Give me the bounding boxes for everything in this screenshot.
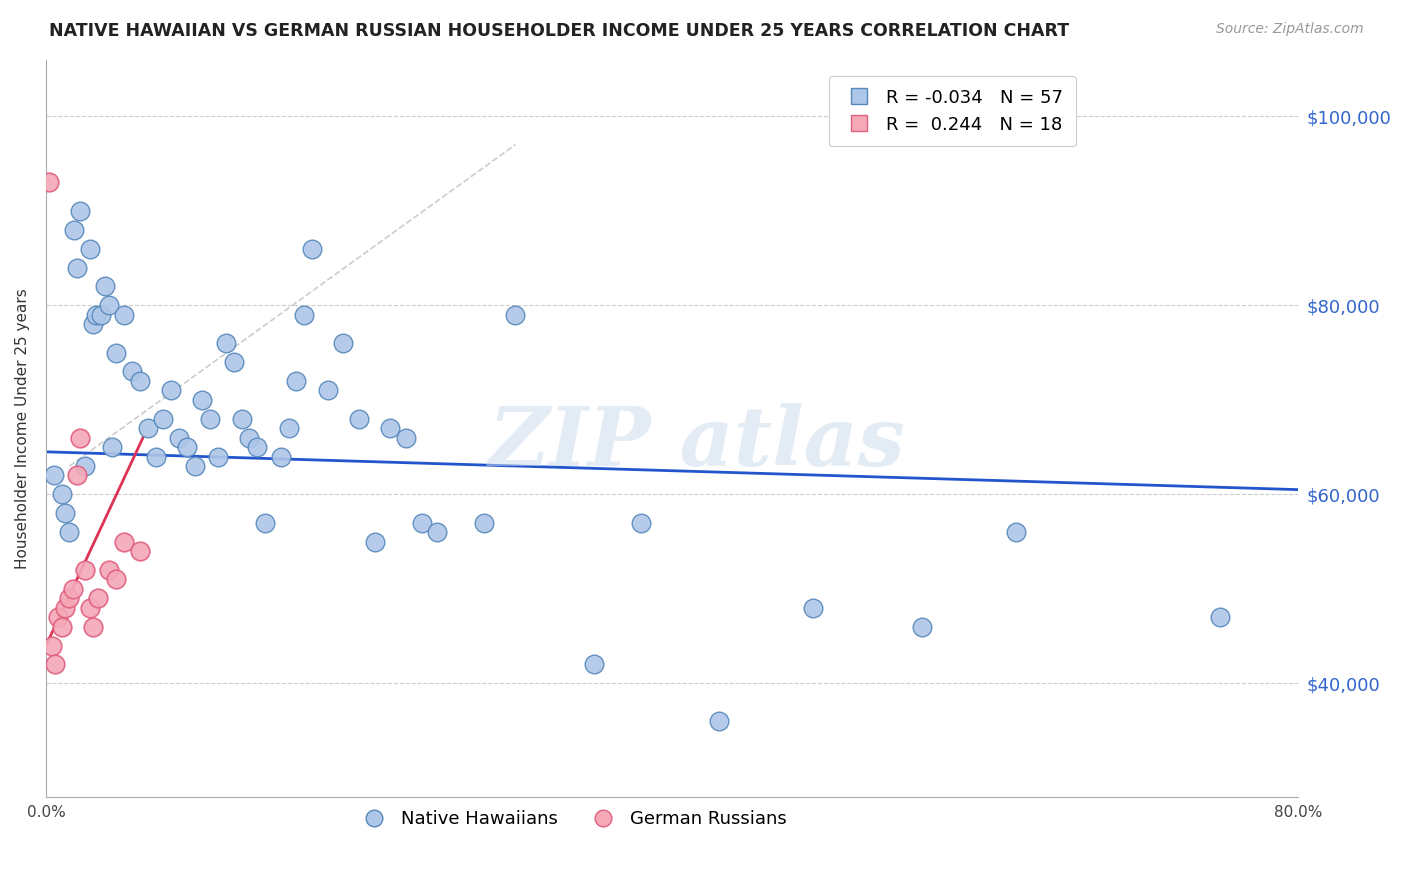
Point bbox=[38, 176, 60, 190]
Point bbox=[505, 308, 527, 322]
Point bbox=[152, 411, 174, 425]
Point bbox=[215, 336, 238, 351]
Point bbox=[254, 516, 277, 530]
Legend: Native Hawaiians, German Russians: Native Hawaiians, German Russians bbox=[349, 803, 794, 836]
Point bbox=[66, 260, 89, 275]
Point bbox=[86, 591, 108, 606]
Point bbox=[1208, 610, 1230, 624]
Point bbox=[380, 421, 402, 435]
Point bbox=[1005, 525, 1028, 540]
Point bbox=[411, 516, 433, 530]
Point bbox=[136, 421, 159, 435]
Point bbox=[332, 336, 354, 351]
Point bbox=[66, 468, 89, 483]
Text: NATIVE HAWAIIAN VS GERMAN RUSSIAN HOUSEHOLDER INCOME UNDER 25 YEARS CORRELATION : NATIVE HAWAIIAN VS GERMAN RUSSIAN HOUSEH… bbox=[49, 22, 1070, 40]
Text: Source: ZipAtlas.com: Source: ZipAtlas.com bbox=[1216, 22, 1364, 37]
Point bbox=[69, 431, 91, 445]
Point bbox=[191, 392, 214, 407]
Point bbox=[145, 450, 167, 464]
Point bbox=[316, 384, 339, 398]
Point bbox=[53, 506, 76, 520]
Point bbox=[292, 308, 315, 322]
Point bbox=[246, 440, 269, 454]
Point bbox=[128, 374, 150, 388]
Point bbox=[105, 345, 128, 359]
Point bbox=[75, 563, 97, 577]
Point bbox=[112, 308, 135, 322]
Point bbox=[75, 458, 97, 473]
Point bbox=[82, 620, 104, 634]
Point bbox=[167, 431, 190, 445]
Point bbox=[128, 544, 150, 558]
Point bbox=[112, 534, 135, 549]
Point bbox=[51, 487, 73, 501]
Point bbox=[176, 440, 198, 454]
Point bbox=[53, 600, 76, 615]
Point bbox=[94, 279, 117, 293]
Point bbox=[426, 525, 449, 540]
Point bbox=[301, 242, 323, 256]
Y-axis label: Householder Income Under 25 years: Householder Income Under 25 years bbox=[15, 288, 30, 568]
Point bbox=[231, 411, 253, 425]
Point bbox=[395, 431, 418, 445]
Point bbox=[48, 610, 70, 624]
Point bbox=[79, 242, 101, 256]
Text: ZIP atlas: ZIP atlas bbox=[488, 403, 905, 483]
Point bbox=[100, 440, 122, 454]
Point bbox=[90, 308, 112, 322]
Point bbox=[62, 582, 84, 596]
Point bbox=[58, 525, 80, 540]
Point bbox=[82, 317, 104, 331]
Point bbox=[911, 620, 934, 634]
Point bbox=[347, 411, 370, 425]
Point bbox=[363, 534, 385, 549]
Point bbox=[707, 714, 730, 728]
Point bbox=[285, 374, 308, 388]
Point bbox=[97, 563, 120, 577]
Point bbox=[79, 600, 101, 615]
Point bbox=[121, 364, 143, 378]
Point bbox=[200, 411, 222, 425]
Point bbox=[44, 657, 66, 672]
Point bbox=[630, 516, 652, 530]
Point bbox=[69, 203, 91, 218]
Point bbox=[41, 639, 63, 653]
Point bbox=[105, 573, 128, 587]
Point bbox=[472, 516, 495, 530]
Point bbox=[277, 421, 299, 435]
Point bbox=[51, 620, 73, 634]
Point bbox=[270, 450, 292, 464]
Point bbox=[801, 600, 824, 615]
Point bbox=[183, 458, 205, 473]
Point bbox=[42, 468, 65, 483]
Point bbox=[63, 223, 86, 237]
Point bbox=[97, 298, 120, 312]
Point bbox=[84, 308, 107, 322]
Point bbox=[222, 355, 245, 369]
Point bbox=[160, 384, 183, 398]
Point bbox=[582, 657, 605, 672]
Point bbox=[238, 431, 260, 445]
Point bbox=[207, 450, 229, 464]
Point bbox=[58, 591, 80, 606]
